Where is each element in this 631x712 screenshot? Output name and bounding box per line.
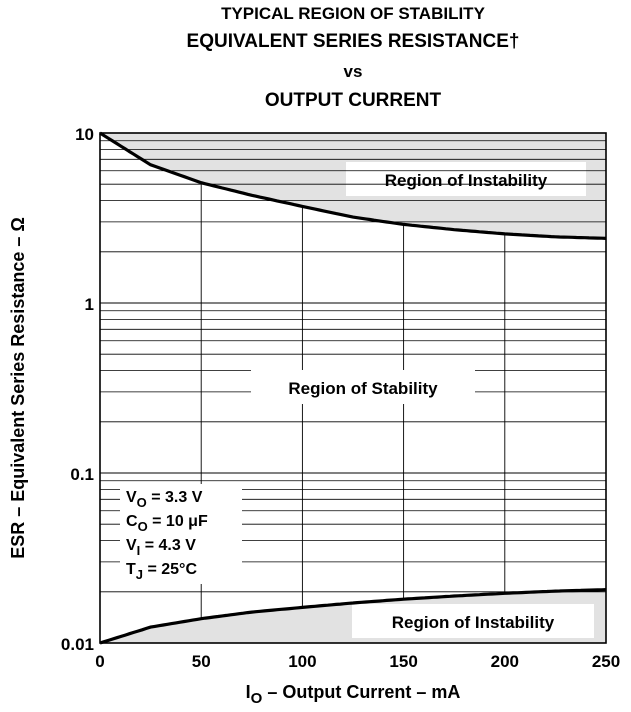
x-tick-label: 200: [491, 652, 519, 671]
region-labels: Region of Instability Region of Stability…: [288, 171, 554, 632]
region-label-boxes: [346, 162, 594, 638]
x-tick-label: 100: [288, 652, 316, 671]
y-tick-label: 0.1: [70, 465, 94, 484]
middle-region-label: Region of Stability: [288, 379, 438, 398]
chart-title-line-1: TYPICAL REGION OF STABILITY: [221, 4, 485, 23]
condition-line: TJ = 25°C: [126, 561, 197, 582]
lower-region-label: Region of Instability: [392, 613, 555, 632]
boundary-curves: [99, 131, 607, 645]
x-tick-label: 50: [192, 652, 211, 671]
x-tick-label: 150: [389, 652, 417, 671]
grid-lines: [100, 140, 606, 619]
x-axis-label: IO – Output Current – mA: [246, 682, 461, 707]
upper-label-box: [346, 162, 586, 196]
test-conditions: VO = 3.3 V CO = 10 μF VI = 4.3 V TJ = 25°C: [126, 489, 208, 582]
condition-line: VI = 4.3 V: [126, 537, 196, 558]
condition-line: CO = 10 μF: [126, 513, 208, 534]
axis-labels: IO – Output Current – mA ESR – Equivalent…: [8, 217, 460, 707]
y-axis-label: ESR – Equivalent Series Resistance – Ω: [8, 217, 28, 559]
y-tick-label: 10: [75, 125, 94, 144]
stability-label-box: [251, 370, 475, 404]
chart-title-line-2: EQUIVALENT SERIES RESISTANCE†: [186, 31, 520, 52]
chart-title-line-3: vs: [343, 62, 363, 81]
plot-frame: [99, 132, 607, 644]
tick-labels: 0 50 100 150 200 250 0.01 0.1 1 10: [61, 125, 620, 671]
y-tick-label: 0.01: [61, 635, 94, 654]
x-tick-label: 0: [95, 652, 104, 671]
upper-region-label: Region of Instability: [385, 171, 548, 190]
condition-line: VO = 3.3 V: [126, 489, 203, 510]
conditions-box: [120, 484, 242, 584]
x-tick-label: 250: [592, 652, 620, 671]
y-tick-label: 1: [85, 295, 94, 314]
chart-title-line-4: OUTPUT CURRENT: [264, 90, 442, 111]
lower-boundary-curve: [99, 588, 607, 645]
lower-label-box: [352, 604, 594, 638]
upper-boundary-curve: [99, 131, 607, 240]
